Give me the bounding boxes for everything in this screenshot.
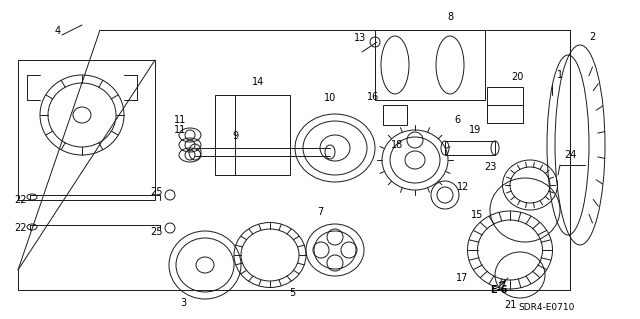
Text: 8: 8	[447, 12, 453, 22]
Text: 11: 11	[174, 125, 186, 135]
Text: 24: 24	[564, 150, 576, 160]
Bar	[487, 87, 523, 123]
Text: 4: 4	[55, 26, 61, 36]
Text: 7: 7	[317, 207, 323, 217]
Text: 22: 22	[15, 223, 27, 233]
Text: 11: 11	[174, 115, 186, 125]
Text: 10: 10	[324, 93, 336, 103]
Text: 2: 2	[589, 32, 595, 42]
Text: E-6: E-6	[490, 285, 508, 295]
Text: 19: 19	[469, 125, 481, 135]
Text: 12: 12	[457, 182, 469, 192]
Text: 18: 18	[391, 140, 403, 150]
Bar	[383, 105, 407, 125]
Text: 25: 25	[150, 227, 163, 237]
Text: 9: 9	[232, 131, 238, 141]
Text: 20: 20	[511, 72, 523, 82]
Text: 17: 17	[456, 273, 468, 283]
Bar	[445, 141, 495, 155]
Text: 15: 15	[471, 210, 483, 220]
Text: 1: 1	[557, 70, 563, 80]
Text: 5: 5	[289, 288, 295, 298]
Text: 14: 14	[252, 77, 264, 87]
Text: SDR4-E0710: SDR4-E0710	[518, 303, 575, 313]
Text: 3: 3	[180, 298, 186, 308]
Text: 25: 25	[150, 187, 163, 197]
Text: 16: 16	[367, 92, 379, 102]
Text: 22: 22	[15, 195, 27, 205]
Text: 6: 6	[454, 115, 460, 125]
Bar	[375, 30, 485, 100]
Text: 13: 13	[354, 33, 366, 43]
Text: 23: 23	[484, 162, 496, 172]
Text: 21: 21	[504, 300, 516, 310]
